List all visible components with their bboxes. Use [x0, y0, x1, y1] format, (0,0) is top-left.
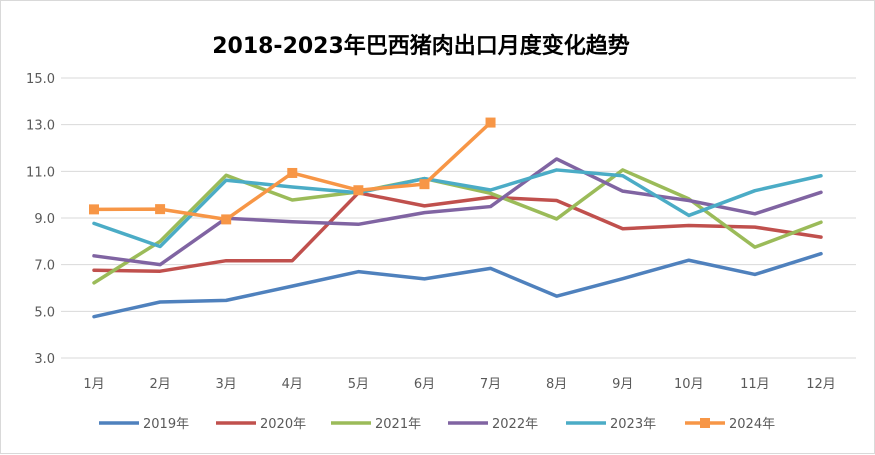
x-tick-label: 2月 — [149, 377, 170, 392]
series-2022年 — [92, 157, 823, 267]
y-tick-label: 5.0 — [34, 305, 55, 320]
x-tick-label: 11月 — [740, 377, 770, 392]
y-tick-label: 7.0 — [34, 259, 55, 274]
legend-item: 2024年 — [685, 417, 775, 432]
data-point-marker — [353, 185, 364, 196]
legend-label: 2023年 — [610, 417, 656, 432]
x-tick-label: 10月 — [674, 377, 704, 392]
legend-label: 2020年 — [260, 417, 306, 432]
x-tick-label: 7月 — [480, 377, 501, 392]
y-tick-label: 11.0 — [26, 165, 55, 180]
legend-label: 2019年 — [143, 417, 189, 432]
series-line — [92, 157, 823, 267]
data-point-marker — [89, 204, 99, 215]
data-point-marker — [155, 204, 166, 215]
data-point-marker — [419, 179, 430, 190]
legend-label: 2021年 — [375, 417, 421, 432]
x-tick-label: 8月 — [546, 377, 567, 392]
x-tick-label: 6月 — [414, 377, 435, 392]
series-line — [92, 251, 823, 319]
legend-marker — [700, 418, 710, 428]
legend-item: 2019年 — [99, 417, 189, 432]
data-point-marker — [287, 167, 298, 178]
series-2019年 — [92, 251, 823, 319]
x-tick-label: 1月 — [83, 377, 104, 392]
x-tick-label: 5月 — [348, 377, 369, 392]
data-point-marker — [485, 117, 496, 128]
legend-label: 2024年 — [729, 417, 775, 432]
data-point-marker — [221, 214, 232, 225]
x-tick-label: 9月 — [612, 377, 633, 392]
legend-label: 2022年 — [492, 417, 538, 432]
chart-title: 2018-2023年巴西猪肉出口月度变化趋势 — [212, 33, 630, 59]
y-tick-label: 9.0 — [34, 212, 55, 227]
series-line — [92, 168, 823, 249]
legend-item: 2023年 — [566, 417, 656, 432]
y-tick-label: 15.0 — [26, 72, 55, 87]
legend-item: 2020年 — [216, 417, 306, 432]
series-2020年 — [92, 191, 823, 273]
series-line — [92, 191, 823, 273]
y-tick-label: 13.0 — [26, 119, 55, 134]
x-tick-label: 12月 — [806, 377, 836, 392]
y-tick-label: 3.0 — [34, 352, 55, 367]
series-2023年 — [92, 168, 823, 249]
legend-item: 2022年 — [448, 417, 538, 432]
x-tick-label: 3月 — [216, 377, 237, 392]
x-tick-label: 4月 — [282, 377, 303, 392]
series-2024年 — [89, 117, 496, 225]
legend-item: 2021年 — [331, 417, 421, 432]
